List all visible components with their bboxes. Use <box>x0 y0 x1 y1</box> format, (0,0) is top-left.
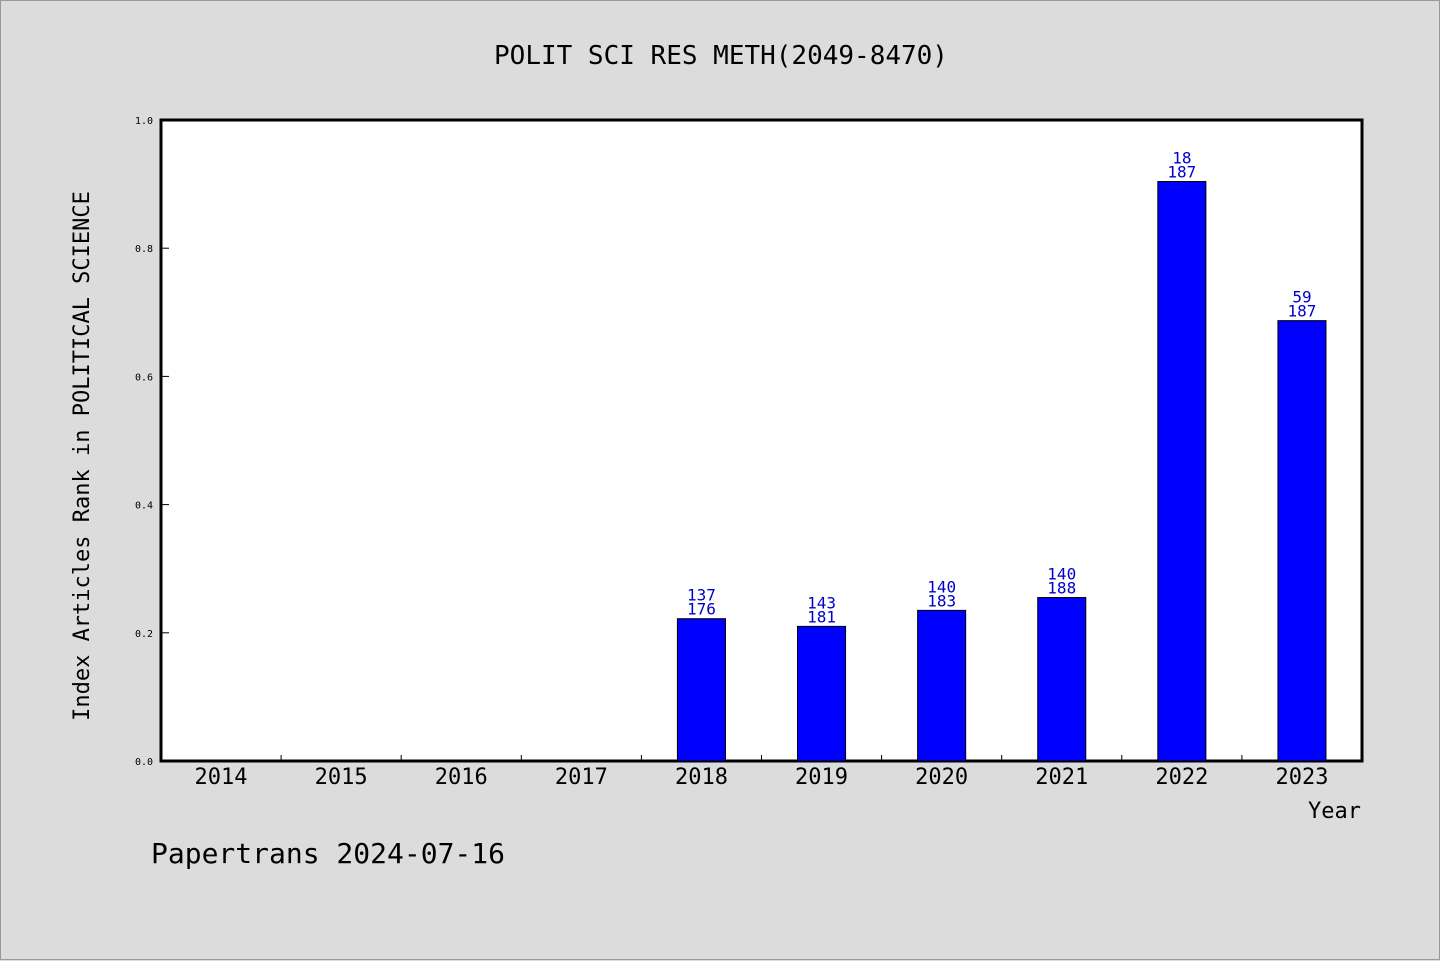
bar <box>1157 181 1207 762</box>
bar-data-label: 137 <box>687 586 716 605</box>
bar <box>797 625 847 762</box>
bar-series <box>676 181 1327 762</box>
bar-data-label: 140 <box>927 577 956 596</box>
x-axis-title: Year <box>1308 799 1361 824</box>
bar <box>1037 597 1087 762</box>
x-tick-label: 2022 <box>1155 765 1208 790</box>
bar-data-label: 187 <box>1287 302 1316 321</box>
x-tick-label: 2021 <box>1035 765 1088 790</box>
y-axis: 0.0 0.2 0.4 0.6 0.8 1.0 <box>135 116 169 768</box>
bar <box>676 618 726 762</box>
x-tick-label: 2015 <box>315 765 368 790</box>
x-tick-label: 2016 <box>435 765 488 790</box>
y-tick-label: 0.6 <box>135 372 153 383</box>
bar-data-label: 181 <box>807 607 836 626</box>
bar-data-label: 188 <box>1047 579 1076 598</box>
y-tick-label: 0.4 <box>135 501 153 512</box>
y-tick-label: 0.8 <box>135 244 153 255</box>
bar-data-label: 183 <box>927 591 956 610</box>
bar-data-label: 59 <box>1292 288 1311 307</box>
y-axis-title: Index Articles Rank in POLITICAL SCIENCE <box>70 191 95 721</box>
chart-title: POLIT SCI RES METH(2049-8470) <box>494 41 948 71</box>
y-tick-label: 0.0 <box>135 757 153 768</box>
bar-data-label: 176 <box>687 600 716 619</box>
x-tick-label: 2017 <box>555 765 608 790</box>
y-tick-label: 1.0 <box>135 116 153 127</box>
bar <box>1277 320 1327 762</box>
x-tick-label: 2018 <box>675 765 728 790</box>
x-tick-label: 2019 <box>795 765 848 790</box>
x-tick-label: 2014 <box>195 765 248 790</box>
footer-credit: Papertrans 2024-07-16 <box>151 837 505 870</box>
x-axis: 2014 2015 2016 2017 2018 2019 2020 2021 2022 2023 <box>195 755 1328 790</box>
y-tick-label: 0.2 <box>135 629 153 640</box>
bar <box>917 609 967 762</box>
bar-data-label: 140 <box>1047 565 1076 584</box>
x-tick-label: 2020 <box>915 765 968 790</box>
bar-data-label: 187 <box>1167 163 1196 182</box>
x-tick-label: 2023 <box>1275 765 1328 790</box>
bar-data-label: 18 <box>1172 149 1191 168</box>
bar-data-label: 143 <box>807 593 836 612</box>
